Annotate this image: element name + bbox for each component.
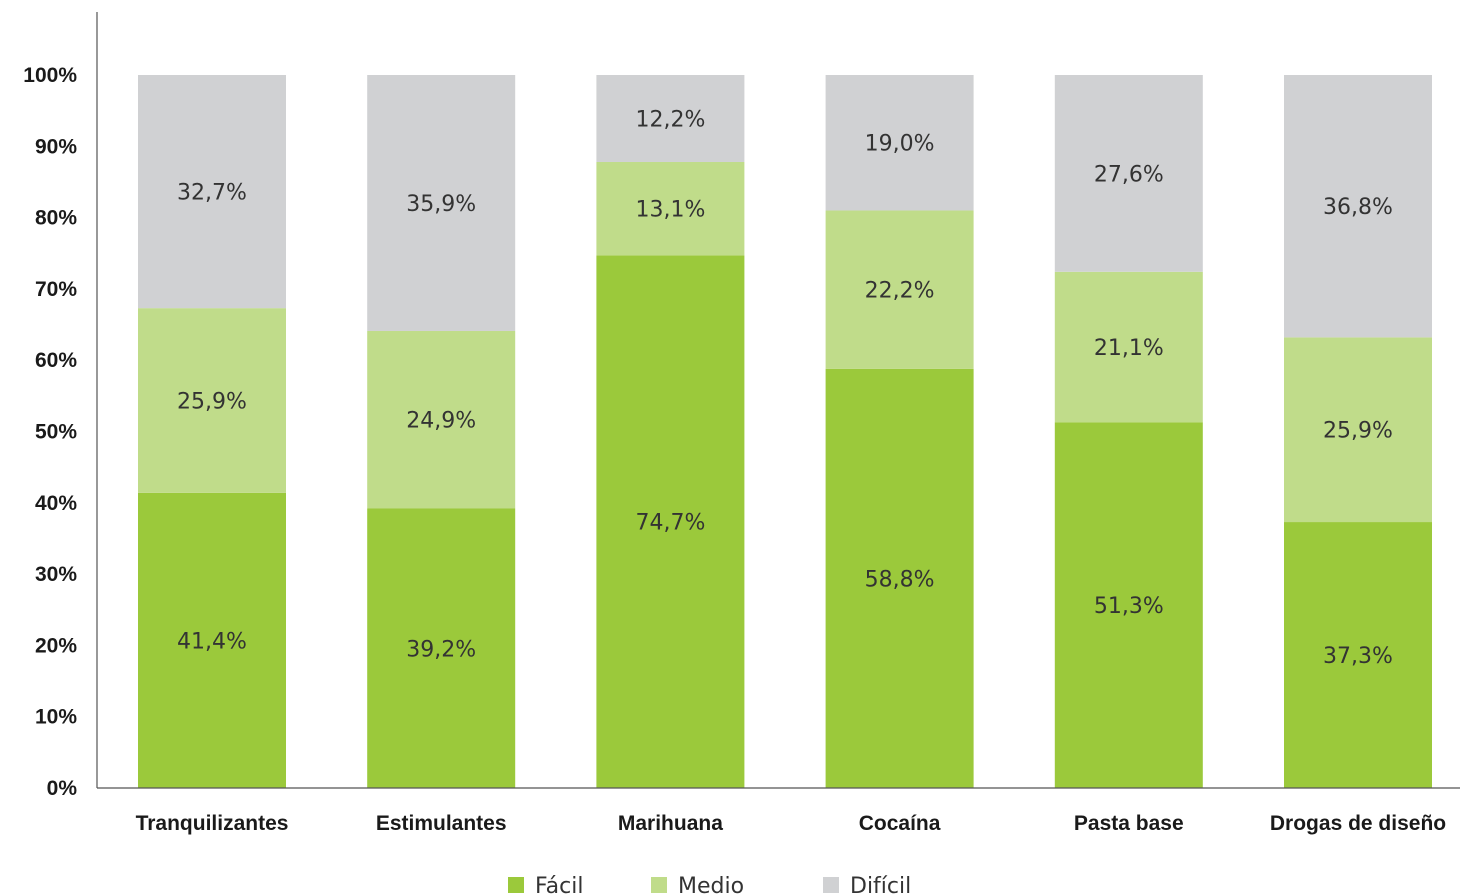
data-label: 24,9%: [406, 409, 476, 434]
bar-segment-medio: [367, 330, 516, 509]
legend-swatch-fácil: [508, 877, 524, 893]
bar-segment-difícil: [1284, 75, 1432, 338]
legend: Fácil Medio Difícil: [508, 874, 911, 896]
legend-label: Medio: [678, 874, 744, 896]
y-tick-label: 30%: [35, 563, 77, 586]
bar-segment-difícil: [367, 75, 516, 331]
bar-segment-medio: [596, 161, 745, 256]
y-tick-label: 10%: [35, 706, 77, 729]
bar-segment-medio: [1054, 271, 1203, 423]
bar-segment-difícil: [1054, 75, 1203, 272]
legend-label: Difícil: [850, 874, 911, 896]
x-tick-label: Estimulantes: [376, 812, 507, 835]
bar-segment-fácil: [1284, 522, 1432, 788]
data-label: 25,9%: [177, 389, 247, 414]
bar-segment-fácil: [596, 255, 745, 788]
data-label: 39,2%: [406, 637, 476, 662]
x-tick-labels: Tranquilizantes Estimulantes Marihuana Coca…: [136, 812, 1447, 835]
data-label: 12,2%: [635, 107, 705, 132]
x-tick-label: Marihuana: [618, 812, 723, 835]
data-label: 37,3%: [1323, 644, 1393, 669]
bar-segment-medio: [825, 210, 974, 369]
legend-label: Fácil: [535, 874, 583, 896]
bar-segment-fácil: [825, 368, 974, 788]
y-tick-label: 90%: [35, 135, 77, 158]
data-label: 36,8%: [1323, 195, 1393, 220]
bar-segment-fácil: [138, 492, 286, 788]
data-label: 25,9%: [1323, 419, 1393, 444]
y-tick-label: 100%: [23, 64, 77, 87]
y-tick-labels: 0% 10% 20% 30% 40% 50% 60% 70% 80% 90% 100%: [23, 64, 77, 800]
bar-segment-difícil: [596, 75, 745, 162]
x-tick-label: Pasta base: [1074, 812, 1184, 835]
x-tick-label: Drogas de diseño: [1270, 812, 1446, 835]
bar-segment-fácil: [367, 508, 516, 788]
legend-swatch-medio: [651, 877, 667, 893]
data-labels-layer: 41,4% 25,9% 32,7% 39,2% 24,9% 35,9% 74,7% 13,1%…: [177, 107, 1393, 669]
bar-segment-medio: [1284, 337, 1432, 523]
y-tick-label: 60%: [35, 349, 77, 372]
bar-segment-difícil: [138, 75, 286, 309]
bar-segment-fácil: [1054, 422, 1203, 788]
y-tick-label: 40%: [35, 492, 77, 515]
data-label: 35,9%: [406, 192, 476, 217]
bar-segment-medio: [138, 308, 286, 493]
y-tick-label: 20%: [35, 634, 77, 657]
data-label: 51,3%: [1094, 594, 1164, 619]
data-label: 21,1%: [1094, 336, 1164, 361]
y-tick-label: 70%: [35, 278, 77, 301]
data-label: 32,7%: [177, 181, 247, 206]
data-label: 13,1%: [635, 198, 705, 223]
data-label: 27,6%: [1094, 162, 1164, 187]
data-label: 41,4%: [177, 629, 247, 654]
legend-swatch-difícil: [823, 877, 839, 893]
x-tick-label: Tranquilizantes: [136, 812, 289, 835]
data-label: 22,2%: [865, 279, 935, 304]
data-label: 74,7%: [635, 511, 705, 536]
y-tick-label: 0%: [47, 777, 78, 800]
bar-segment-difícil: [825, 75, 974, 211]
y-tick-label: 80%: [35, 207, 77, 230]
data-label: 19,0%: [865, 132, 935, 157]
data-label: 58,8%: [865, 567, 935, 592]
y-tick-label: 50%: [35, 421, 77, 444]
bars-layer: [138, 75, 1432, 788]
x-tick-label: Cocaína: [859, 812, 941, 835]
